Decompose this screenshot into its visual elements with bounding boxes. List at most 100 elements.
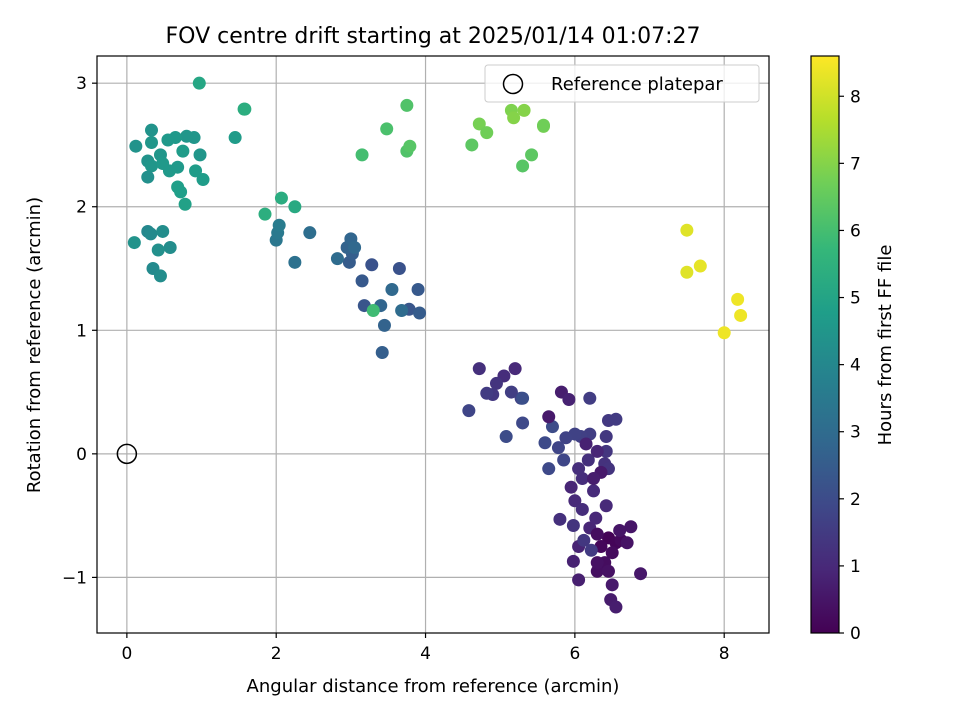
data-point xyxy=(400,98,414,112)
colorbar-tick-label: 0 xyxy=(850,624,861,644)
colorbar-tick-label: 5 xyxy=(850,289,861,309)
data-point xyxy=(403,139,417,153)
data-point xyxy=(413,306,427,320)
data-point xyxy=(348,241,362,255)
data-point xyxy=(577,533,591,547)
data-point xyxy=(375,346,389,360)
data-point xyxy=(465,138,479,152)
data-point xyxy=(581,453,595,467)
data-point xyxy=(385,283,399,297)
data-point xyxy=(330,252,344,266)
data-point xyxy=(575,472,589,486)
data-point xyxy=(504,385,518,399)
data-point xyxy=(516,159,530,173)
data-point xyxy=(589,511,603,525)
data-point xyxy=(355,148,369,162)
data-point xyxy=(557,453,571,467)
colorbar: 0 1 2 3 4 5 6 7 8 Hours from first FF file xyxy=(810,55,896,644)
data-point xyxy=(731,292,745,306)
data-point xyxy=(472,362,486,376)
data-point xyxy=(366,304,380,318)
colorbar-tick-label: 3 xyxy=(850,423,861,443)
data-point xyxy=(734,308,748,322)
x-axis-ticks: 0 2 4 6 8 xyxy=(121,633,730,664)
data-point xyxy=(156,224,170,238)
y-axis-ticks: −1 0 1 2 3 xyxy=(62,74,97,588)
data-point xyxy=(605,546,619,560)
y-tick-label: 3 xyxy=(76,74,87,94)
data-point xyxy=(545,420,559,434)
data-point xyxy=(178,197,192,211)
data-point xyxy=(127,236,141,250)
data-point xyxy=(411,283,425,297)
y-tick-label: 0 xyxy=(76,445,87,465)
x-tick-label: 8 xyxy=(719,644,730,664)
data-point xyxy=(228,131,242,145)
data-point xyxy=(377,318,391,332)
data-point xyxy=(587,472,601,486)
data-point xyxy=(472,117,486,131)
colorbar-gradient xyxy=(811,56,839,633)
data-point xyxy=(568,494,582,508)
y-axis-label: Rotation from reference (arcmin) xyxy=(24,197,45,493)
data-point xyxy=(559,431,573,445)
data-points xyxy=(127,76,748,614)
data-point xyxy=(176,144,190,158)
data-point xyxy=(161,133,175,147)
x-tick-label: 0 xyxy=(121,644,132,664)
data-point xyxy=(717,326,731,340)
data-point xyxy=(192,76,206,90)
x-tick-label: 4 xyxy=(420,644,431,664)
data-point xyxy=(542,410,556,424)
plot-frame xyxy=(96,55,770,634)
colorbar-frame xyxy=(810,55,840,634)
data-point xyxy=(572,573,586,587)
data-point xyxy=(180,129,194,143)
x-tick-label: 2 xyxy=(271,644,282,664)
data-point xyxy=(572,462,586,476)
data-point xyxy=(355,274,369,288)
data-point xyxy=(196,173,210,187)
colorbar-ticks: 0 1 2 3 4 5 6 7 8 xyxy=(839,87,861,644)
data-point xyxy=(380,122,394,136)
data-point xyxy=(620,536,634,550)
data-point xyxy=(551,441,565,455)
data-point xyxy=(145,159,159,173)
data-point xyxy=(288,200,302,214)
y-tick-label: 2 xyxy=(76,198,87,218)
data-point xyxy=(538,436,552,450)
colorbar-tick-label: 6 xyxy=(850,221,861,241)
data-point xyxy=(613,523,627,537)
data-point xyxy=(584,543,598,557)
plot-background xyxy=(97,56,769,633)
data-point xyxy=(537,118,551,132)
data-point xyxy=(145,135,159,149)
colorbar-tick-label: 1 xyxy=(850,557,861,577)
data-point xyxy=(489,376,503,390)
data-point xyxy=(680,265,694,279)
data-point xyxy=(609,412,623,426)
data-point xyxy=(693,259,707,273)
data-point xyxy=(564,480,578,494)
data-point xyxy=(599,430,613,444)
data-point xyxy=(680,223,694,237)
data-point xyxy=(590,527,604,541)
data-point xyxy=(238,102,252,116)
chart-title: FOV centre drift starting at 2025/01/14 … xyxy=(166,24,701,49)
data-point xyxy=(171,160,185,174)
data-point xyxy=(525,148,539,162)
data-point xyxy=(583,391,597,405)
legend: Reference platepar xyxy=(484,64,760,103)
data-point xyxy=(566,519,580,533)
y-tick-label: −1 xyxy=(62,568,87,588)
data-point xyxy=(590,444,604,458)
data-point xyxy=(516,416,530,430)
legend-label: Reference platepar xyxy=(551,74,723,95)
data-point xyxy=(365,258,379,272)
reference-platepar-marker xyxy=(116,443,138,465)
data-point xyxy=(174,185,188,199)
colorbar-tick-label: 8 xyxy=(850,87,861,107)
data-point xyxy=(599,499,613,513)
data-point xyxy=(193,148,207,162)
data-point xyxy=(624,520,638,534)
